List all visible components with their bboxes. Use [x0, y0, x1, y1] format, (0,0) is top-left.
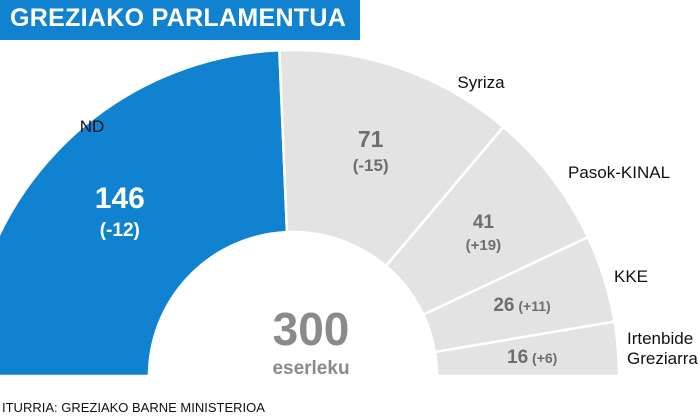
seat-change-irtenbide-greziarra: (+6): [528, 350, 557, 366]
party-name-nd: ND: [80, 117, 105, 136]
seats-value-pasok-kinal: 41: [473, 212, 495, 233]
seats-value-nd: 146: [95, 182, 145, 215]
party-name-irtenbide-greziarra-line-1: Irtenbide: [627, 329, 693, 348]
slice-labels: 146 (-12) ND 71 (-15) Syriza 41 (+19) Pasok-KINA…: [80, 73, 699, 368]
slice-syriza: [278, 48, 506, 268]
title-bar: GREZIAKO PARLAMENTUA: [0, 0, 360, 40]
seat-slices: [0, 48, 621, 378]
seat-change-nd: (-12): [100, 220, 140, 241]
party-name-irtenbide-greziarra-line-2: Greziarra: [627, 349, 698, 368]
slice-irtenbide-greziarra: [433, 320, 621, 378]
seats-value-kke: 26 (+11): [493, 295, 550, 316]
seat-change-kke: (+11): [514, 298, 550, 314]
party-name-syriza: Syriza: [457, 73, 505, 92]
seat-change-syriza: (-15): [353, 156, 389, 175]
source-note: ITURRIA: GREZIAKO BARNE MINISTERIOA: [2, 400, 265, 415]
seats-value-irtenbide-greziarra: 16 (+6): [507, 347, 557, 368]
total-seats-value: 300: [273, 303, 350, 355]
party-name-kke: KKE: [614, 267, 648, 286]
seat-change-pasok-kinal: (+19): [466, 237, 501, 254]
slice-nd: [0, 48, 289, 378]
total-seats-label: eserleku: [272, 358, 349, 379]
chart-title: GREZIAKO PARLAMENTUA: [10, 4, 347, 32]
seats-value-syriza: 71: [358, 126, 384, 152]
party-name-pasok-kinal: Pasok-KINAL: [568, 163, 670, 182]
